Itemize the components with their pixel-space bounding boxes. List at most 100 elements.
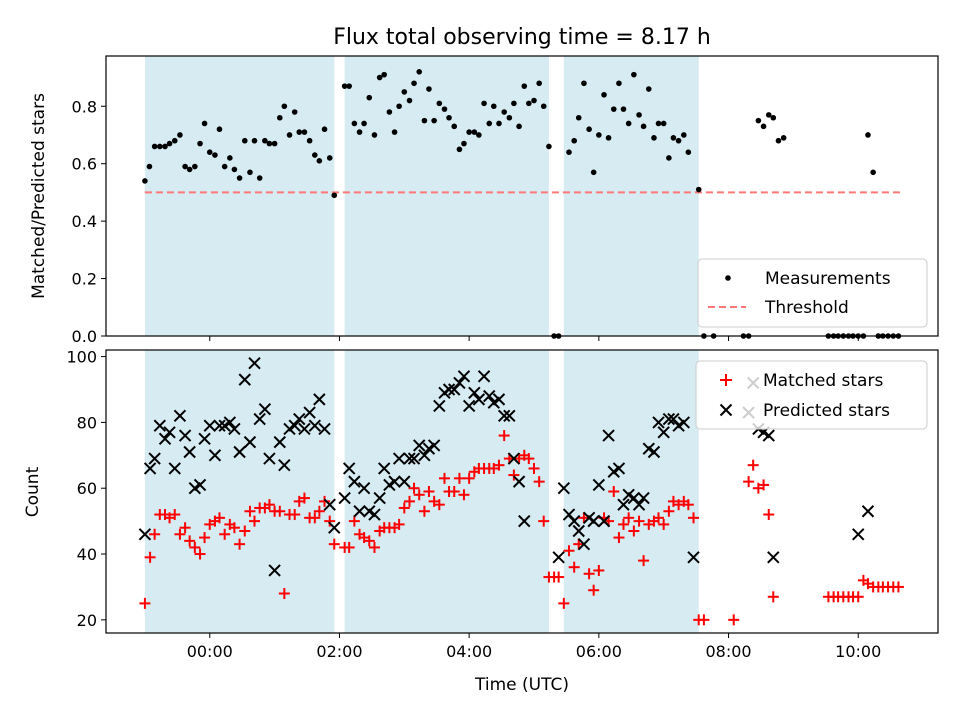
matched-star-point [278,588,290,600]
measurement-point [376,74,383,81]
predicted-star-point [313,393,326,406]
measurement-point [765,112,772,118]
predicted-star-point [377,462,391,475]
predicted-star-point [183,445,196,459]
measurement-point [516,123,522,130]
measurement-point [496,120,502,127]
matched-star-point [653,512,665,524]
x-tick-label: 08:00 [705,642,751,661]
legend-predicted-marker [719,403,733,417]
measurement-point [675,137,682,144]
measurement-point [601,91,607,98]
measurement-point [371,132,378,138]
measurement-point [416,68,423,75]
matched-star-point [324,515,336,527]
matched-star-point [263,499,275,511]
top-y-axis-label: Matched/Predicted stars [29,93,49,299]
matched-star-point [508,469,520,481]
measurement-point [456,146,463,153]
measurement-point [361,120,367,127]
predicted-star-point [567,514,581,528]
predicted-star-point [163,426,176,439]
matched-star-point [763,509,775,521]
bottom-y-ticks: 20 40 60 80 100 [66,348,106,630]
measurement-point [780,135,787,141]
bottom-y-axis-label: Count [23,466,43,517]
predicted-star-point [198,432,211,446]
measurement-point [640,123,647,130]
matched-star-point [219,528,231,540]
top-x-ticks [209,336,859,341]
matched-star-point [184,535,196,547]
matched-star-point [398,502,410,514]
predicted-star-point [612,462,626,475]
matched-star-point [583,568,595,580]
predicted-star-point [413,439,426,452]
predicted-star-point [258,403,272,416]
matched-star-point [213,512,225,524]
predicted-star-point [158,432,172,446]
predicted-star-point [392,452,406,465]
measurement-point [171,137,178,144]
measurement-point [511,100,517,107]
predicted-star-point [477,370,491,383]
measurement-point [331,192,338,199]
top-y-tick-label: 0.8 [72,97,97,116]
predicted-star-point [148,452,161,465]
matched-star-point [328,538,340,550]
measurement-point [221,163,228,170]
bottom-panel: 20 40 60 80 100 00:00 02:00 04:00 06:00 08:00 10:… [23,348,939,695]
figure-title: Flux total observing time = 8.17 h [333,25,711,50]
measurement-point [566,149,572,156]
predicted-star-point [288,419,301,432]
predicted-star-point [298,422,311,436]
matched-star-point [234,538,246,550]
matched-star-point [463,472,475,484]
matched-star-point [144,551,156,563]
predicted-star-point [552,551,565,564]
measurement-point [291,109,298,115]
predicted-star-point [233,445,246,459]
predicted-star-point [427,439,441,452]
measurement-point [151,143,158,150]
matched-star-point [194,548,206,560]
measurement-point [426,86,432,92]
measurement-point [461,140,467,147]
measurement-point [636,112,642,118]
measurement-point [216,126,223,133]
matched-stars-series [139,430,904,626]
predicted-star-point [263,452,276,465]
measurement-point [490,103,497,110]
predicted-star-point [617,498,630,511]
measurement-point [536,80,542,87]
measurement-point [620,106,627,112]
matched-star-point [533,476,545,488]
predicted-star-point [238,373,251,386]
predicted-star-point [203,419,216,432]
matched-star-point [453,472,465,484]
measurement-point [186,166,193,173]
measurement-point [770,114,777,121]
top-axes-frame [105,55,939,337]
matched-star-point [174,528,186,540]
matched-star-point [892,581,904,593]
predicted-star-point [407,452,421,465]
bottom-shaded-interval-0 [144,350,335,633]
measurement-point [501,109,507,115]
measurement-point [231,166,238,173]
measurement-point [401,89,408,95]
predicted-star-point [577,537,591,551]
predicted-star-point [273,435,286,449]
predicted-star-point [587,514,600,528]
matched-star-point [528,462,540,474]
measurement-point [775,137,782,144]
measurement-point [571,137,578,144]
top-y-ticks: 0.0 0.2 0.4 0.6 0.8 [72,97,106,346]
matched-star-point [413,489,425,501]
predicted-star-point [602,429,615,442]
measurement-point [256,175,263,181]
measurement-point [182,163,188,170]
measurement-point [466,129,472,135]
predicted-star-point [647,445,661,459]
